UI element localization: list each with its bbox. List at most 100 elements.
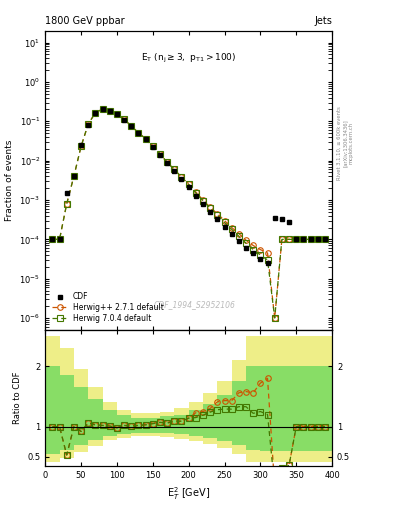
CDF — [237, 238, 241, 244]
Herwig++ 2.7.1 default — [100, 106, 105, 112]
CDF — [258, 256, 263, 262]
Herwig 7.0.4 default — [129, 123, 134, 129]
CDF — [323, 236, 327, 242]
Herwig 7.0.4 default — [251, 246, 255, 252]
Herwig++ 2.7.1 default — [107, 108, 112, 114]
Herwig 7.0.4 default — [143, 136, 148, 142]
CDF — [244, 245, 248, 251]
Herwig 7.0.4 default — [86, 121, 90, 127]
CDF — [136, 130, 141, 136]
Herwig++ 2.7.1 default — [151, 143, 155, 150]
Herwig 7.0.4 default — [272, 315, 277, 321]
Herwig++ 2.7.1 default — [294, 236, 299, 242]
CDF — [272, 215, 277, 221]
Herwig 7.0.4 default — [215, 212, 220, 218]
Herwig++ 2.7.1 default — [193, 189, 198, 195]
Herwig++ 2.7.1 default — [158, 151, 162, 157]
Herwig++ 2.7.1 default — [129, 123, 134, 129]
CDF — [301, 236, 306, 242]
Herwig 7.0.4 default — [301, 236, 306, 242]
Y-axis label: Ratio to CDF: Ratio to CDF — [13, 372, 22, 424]
Herwig 7.0.4 default — [100, 106, 105, 112]
CDF — [143, 136, 148, 142]
Herwig 7.0.4 default — [179, 174, 184, 180]
Herwig++ 2.7.1 default — [301, 236, 306, 242]
CDF — [151, 144, 155, 150]
CDF — [165, 160, 169, 166]
Herwig++ 2.7.1 default — [230, 224, 234, 230]
CDF — [93, 110, 98, 116]
Text: [arXiv:1306.3436]: [arXiv:1306.3436] — [343, 119, 348, 167]
CDF — [122, 117, 127, 123]
Herwig 7.0.4 default — [230, 226, 234, 232]
CDF — [251, 250, 255, 256]
Herwig++ 2.7.1 default — [136, 130, 141, 136]
Herwig 7.0.4 default — [258, 252, 263, 258]
Herwig++ 2.7.1 default — [244, 237, 248, 243]
Herwig 7.0.4 default — [316, 236, 320, 242]
Herwig++ 2.7.1 default — [251, 242, 255, 248]
CDF — [179, 176, 184, 182]
Herwig++ 2.7.1 default — [258, 246, 263, 252]
CDF — [115, 111, 119, 117]
Herwig++ 2.7.1 default — [201, 197, 206, 203]
Herwig 7.0.4 default — [136, 130, 141, 136]
Herwig 7.0.4 default — [294, 236, 299, 242]
CDF — [57, 236, 62, 242]
Herwig++ 2.7.1 default — [316, 236, 320, 242]
Text: CDF_1994_S2952106: CDF_1994_S2952106 — [153, 300, 235, 309]
Herwig 7.0.4 default — [201, 198, 206, 204]
CDF — [64, 190, 69, 196]
Herwig 7.0.4 default — [222, 219, 227, 225]
Legend: CDF, Herwig++ 2.7.1 default, Herwig 7.0.4 default: CDF, Herwig++ 2.7.1 default, Herwig 7.0.… — [49, 289, 167, 326]
Text: Jets: Jets — [314, 16, 332, 26]
CDF — [208, 209, 213, 215]
Herwig++ 2.7.1 default — [265, 250, 270, 256]
Text: $\mathrm{E_T\ (n_j \geq 3,\ p_{T1}{>}100)}$: $\mathrm{E_T\ (n_j \geq 3,\ p_{T1}{>}100… — [141, 52, 236, 65]
Herwig++ 2.7.1 default — [143, 136, 148, 142]
CDF — [79, 142, 83, 148]
Herwig 7.0.4 default — [323, 236, 327, 242]
CDF — [265, 260, 270, 266]
Herwig++ 2.7.1 default — [115, 111, 119, 117]
Herwig++ 2.7.1 default — [287, 236, 292, 242]
Herwig++ 2.7.1 default — [323, 236, 327, 242]
Herwig++ 2.7.1 default — [179, 174, 184, 180]
Line: Herwig 7.0.4 default: Herwig 7.0.4 default — [50, 106, 328, 321]
Herwig 7.0.4 default — [64, 201, 69, 207]
CDF — [294, 236, 299, 242]
CDF — [193, 193, 198, 199]
Herwig++ 2.7.1 default — [86, 121, 90, 127]
Herwig 7.0.4 default — [158, 151, 162, 157]
CDF — [316, 236, 320, 242]
CDF — [107, 108, 112, 114]
CDF — [279, 217, 284, 223]
Herwig++ 2.7.1 default — [272, 315, 277, 321]
CDF — [308, 236, 313, 242]
Herwig 7.0.4 default — [151, 143, 155, 150]
Herwig++ 2.7.1 default — [172, 166, 177, 173]
Herwig++ 2.7.1 default — [165, 159, 169, 165]
Herwig++ 2.7.1 default — [93, 110, 98, 116]
CDF — [86, 122, 90, 128]
Herwig++ 2.7.1 default — [208, 204, 213, 210]
Herwig 7.0.4 default — [308, 236, 313, 242]
Herwig 7.0.4 default — [208, 205, 213, 211]
CDF — [222, 224, 227, 230]
Herwig 7.0.4 default — [115, 111, 119, 117]
CDF — [230, 230, 234, 237]
Herwig 7.0.4 default — [186, 181, 191, 187]
Y-axis label: Fraction of events: Fraction of events — [5, 140, 14, 221]
Herwig++ 2.7.1 default — [308, 236, 313, 242]
Herwig++ 2.7.1 default — [64, 201, 69, 207]
Herwig 7.0.4 default — [265, 257, 270, 263]
Line: CDF: CDF — [50, 107, 327, 266]
Herwig++ 2.7.1 default — [215, 210, 220, 217]
Herwig 7.0.4 default — [72, 173, 76, 179]
Herwig 7.0.4 default — [57, 236, 62, 242]
Text: Rivet 3.1.10, ≥ 600k events: Rivet 3.1.10, ≥ 600k events — [337, 106, 342, 180]
Herwig 7.0.4 default — [287, 236, 292, 242]
Herwig++ 2.7.1 default — [79, 143, 83, 150]
Herwig 7.0.4 default — [279, 236, 284, 242]
Herwig++ 2.7.1 default — [237, 230, 241, 237]
